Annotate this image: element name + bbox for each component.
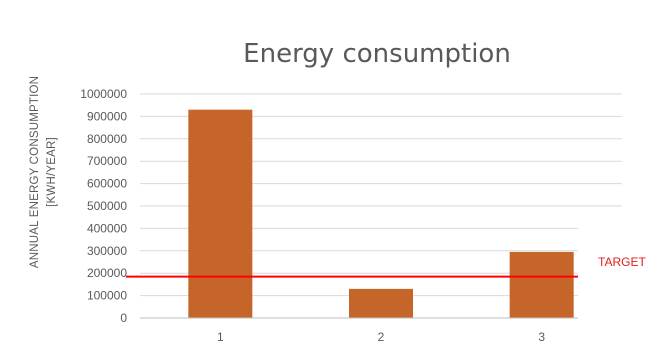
x-tick-label: 2	[378, 330, 385, 344]
bar-1	[188, 109, 253, 319]
bar-3	[509, 251, 574, 318]
x-tick-labels: 1 2 3	[217, 330, 545, 344]
y-tick-label: 900000	[87, 109, 127, 123]
y-tick-label: 300000	[87, 244, 127, 258]
y-axis-label-line1: ANNUAL ENERGY CONSUMPTION	[29, 76, 41, 268]
y-tick-label: 100000	[87, 289, 127, 303]
chart-title: Energy consumption	[243, 39, 511, 69]
bars	[188, 109, 574, 319]
y-tick-label: 200000	[87, 266, 127, 280]
y-tick-label: 400000	[87, 221, 127, 235]
target-label: TARGET	[598, 255, 646, 269]
y-axis-label-line2: [KWH/YEAR]	[46, 137, 58, 207]
y-tick-label: 600000	[87, 177, 127, 191]
y-tick-label: 800000	[87, 132, 127, 146]
y-tick-label: 1000000	[80, 87, 127, 101]
y-tick-labels: 0 100000 200000 300000 400000 500000 600000 700…	[80, 87, 127, 325]
target-label-background	[578, 222, 655, 354]
y-tick-label: 0	[120, 311, 127, 325]
y-tick-label: 500000	[87, 199, 127, 213]
bar-2	[349, 288, 413, 318]
y-tick-label: 700000	[87, 154, 127, 168]
x-tick-label: 3	[538, 330, 545, 344]
x-tick-label: 1	[217, 330, 224, 344]
